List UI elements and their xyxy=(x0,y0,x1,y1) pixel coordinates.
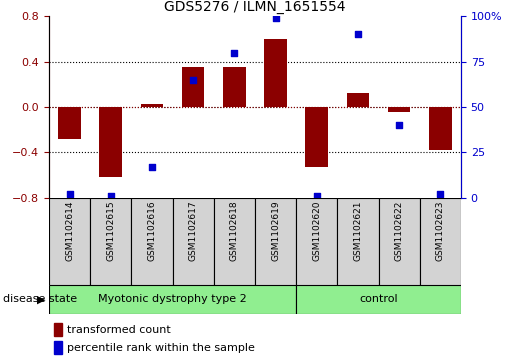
Bar xyxy=(264,39,287,107)
Bar xyxy=(429,107,452,150)
Bar xyxy=(388,107,410,112)
Bar xyxy=(255,198,296,285)
Bar xyxy=(305,107,328,167)
Bar xyxy=(214,198,255,285)
Text: GSM1102621: GSM1102621 xyxy=(353,200,363,261)
Text: Myotonic dystrophy type 2: Myotonic dystrophy type 2 xyxy=(98,294,247,305)
Text: disease state: disease state xyxy=(3,294,77,305)
Text: GSM1102623: GSM1102623 xyxy=(436,200,445,261)
Text: transformed count: transformed count xyxy=(67,325,170,335)
Bar xyxy=(90,198,131,285)
Text: GSM1102622: GSM1102622 xyxy=(394,200,404,261)
Bar xyxy=(99,107,122,178)
Text: GSM1102620: GSM1102620 xyxy=(312,200,321,261)
Bar xyxy=(49,285,296,314)
Bar xyxy=(296,285,461,314)
Point xyxy=(436,191,444,197)
Bar xyxy=(182,68,204,107)
Point xyxy=(189,77,197,83)
Text: GSM1102615: GSM1102615 xyxy=(106,200,115,261)
Point xyxy=(313,193,321,199)
Bar xyxy=(337,198,379,285)
Bar xyxy=(131,198,173,285)
Text: GSM1102617: GSM1102617 xyxy=(188,200,198,261)
Text: control: control xyxy=(359,294,398,305)
Bar xyxy=(49,198,90,285)
Point xyxy=(107,193,115,199)
Bar xyxy=(58,107,81,139)
Bar xyxy=(420,198,461,285)
Title: GDS5276 / ILMN_1651554: GDS5276 / ILMN_1651554 xyxy=(164,0,346,14)
Point xyxy=(354,32,362,37)
Bar xyxy=(296,198,337,285)
Text: percentile rank within the sample: percentile rank within the sample xyxy=(67,343,255,353)
Text: GSM1102618: GSM1102618 xyxy=(230,200,239,261)
Point xyxy=(395,122,403,128)
Bar xyxy=(347,94,369,107)
Point xyxy=(148,164,156,170)
Point xyxy=(230,50,238,56)
Point xyxy=(65,191,74,197)
Text: GSM1102614: GSM1102614 xyxy=(65,200,74,261)
Text: GSM1102619: GSM1102619 xyxy=(271,200,280,261)
Bar xyxy=(379,198,420,285)
Bar xyxy=(141,104,163,107)
Point xyxy=(271,15,280,21)
Text: ▶: ▶ xyxy=(37,294,45,305)
Bar xyxy=(223,68,246,107)
Text: GSM1102616: GSM1102616 xyxy=(147,200,157,261)
Bar xyxy=(173,198,214,285)
